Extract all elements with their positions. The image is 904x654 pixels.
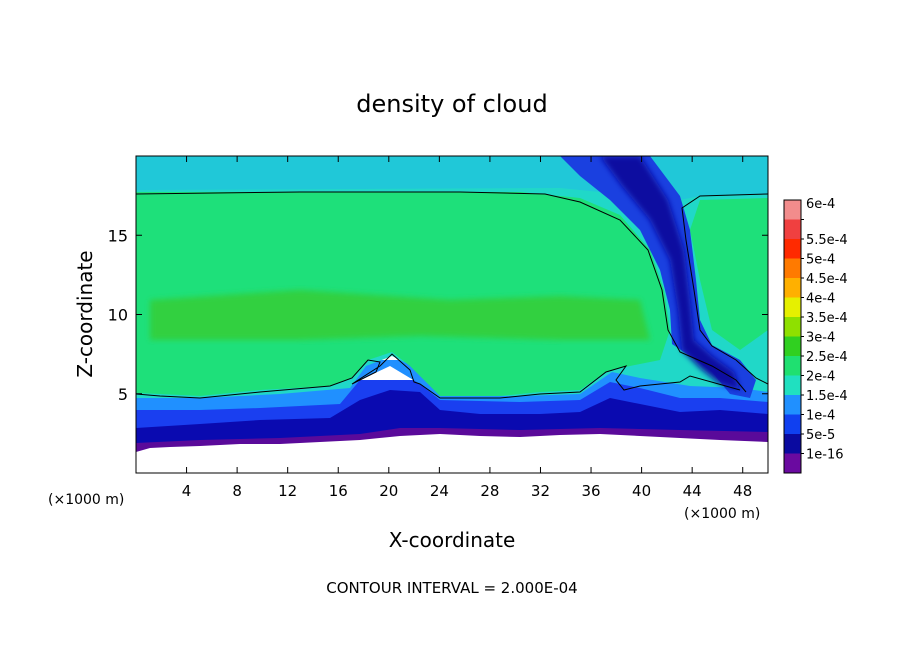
- colorbar-label: 6e-4: [806, 197, 835, 212]
- x-tick-label: 20: [379, 482, 398, 500]
- colorbar-swatch: [784, 258, 801, 279]
- colorbar-swatch: [784, 375, 801, 396]
- plot-area: [136, 156, 768, 473]
- y-axis-label: Z-coordinate: [73, 250, 97, 377]
- y-tick-label: 15: [108, 226, 128, 245]
- colorbar: 6e-4 5.5e-4 5e-4 4.5e-4 4e-4 3.5e-4 3e-4 2.5e-4…: [783, 197, 848, 474]
- x-tick-label: 4: [182, 482, 192, 500]
- colorbar-label: 2.5e-4: [806, 350, 848, 365]
- y-axis: 5 10 15: [108, 226, 768, 404]
- colorbar-swatch: [784, 297, 801, 318]
- x-axis: 4 8 12 16 20 24 28 32 36 40 44 48: [182, 156, 752, 500]
- colorbar-label: 1.5e-4: [806, 389, 848, 404]
- cloud-core: [150, 290, 650, 340]
- colorbar-label: 4e-4: [806, 292, 835, 307]
- colorbar-swatch: [784, 239, 801, 259]
- contour-upper-right: [681, 193, 768, 385]
- colorbar-label: 3e-4: [806, 331, 835, 346]
- colorbar-label: 1e-4: [806, 409, 835, 424]
- x-tick-label: 32: [531, 482, 550, 500]
- colorbar-label: 5.5e-4: [806, 233, 848, 248]
- colorbar-label: 2e-4: [806, 370, 835, 385]
- colorbar-swatch: [784, 356, 801, 376]
- chart-title: density of cloud: [356, 90, 547, 118]
- colorbar-label: 5e-4: [806, 253, 835, 268]
- colorbar-swatch: [784, 219, 801, 240]
- colorbar-label: 3.5e-4: [806, 311, 848, 326]
- cloud-right-patch: [690, 198, 768, 350]
- colorbar-swatch: [784, 200, 801, 220]
- downdraft-core: [600, 156, 740, 390]
- x-tick-label: 28: [480, 482, 499, 500]
- colorbar-label: 4.5e-4: [806, 272, 848, 287]
- x-tick-label: 16: [329, 482, 348, 500]
- x-tick-label: 40: [632, 482, 651, 500]
- x-unit-right: (×1000 m): [684, 506, 760, 522]
- colorbar-swatch: [784, 336, 801, 357]
- x-unit-left: (×1000 m): [48, 492, 124, 508]
- contour-interval-footer: CONTOUR INTERVAL = 2.000E-04: [326, 579, 577, 597]
- contour-lower: [136, 353, 741, 399]
- cloud-body: [136, 192, 670, 396]
- x-axis-label: X-coordinate: [389, 528, 516, 552]
- y-tick-label: 5: [118, 385, 128, 404]
- colorbar-swatch: [784, 278, 801, 298]
- x-tick-label: 8: [232, 482, 242, 500]
- y-tick-label: 10: [108, 306, 128, 325]
- x-tick-label: 44: [683, 482, 702, 500]
- x-tick-label: 24: [430, 482, 449, 500]
- x-tick-label: 36: [581, 482, 600, 500]
- colorbar-label: 1e-16: [806, 448, 844, 463]
- colorbar-label: 5e-5: [806, 428, 835, 443]
- downdraft-column: [560, 156, 756, 398]
- colorbar-swatch: [784, 317, 801, 337]
- colorbar-swatch: [784, 453, 801, 474]
- contour-upper: [136, 191, 747, 393]
- colorbar-swatch: [784, 414, 801, 435]
- colorbar-swatch: [784, 395, 801, 415]
- x-tick-label: 48: [733, 482, 752, 500]
- colorbar-swatch: [784, 434, 801, 454]
- x-tick-label: 12: [278, 482, 297, 500]
